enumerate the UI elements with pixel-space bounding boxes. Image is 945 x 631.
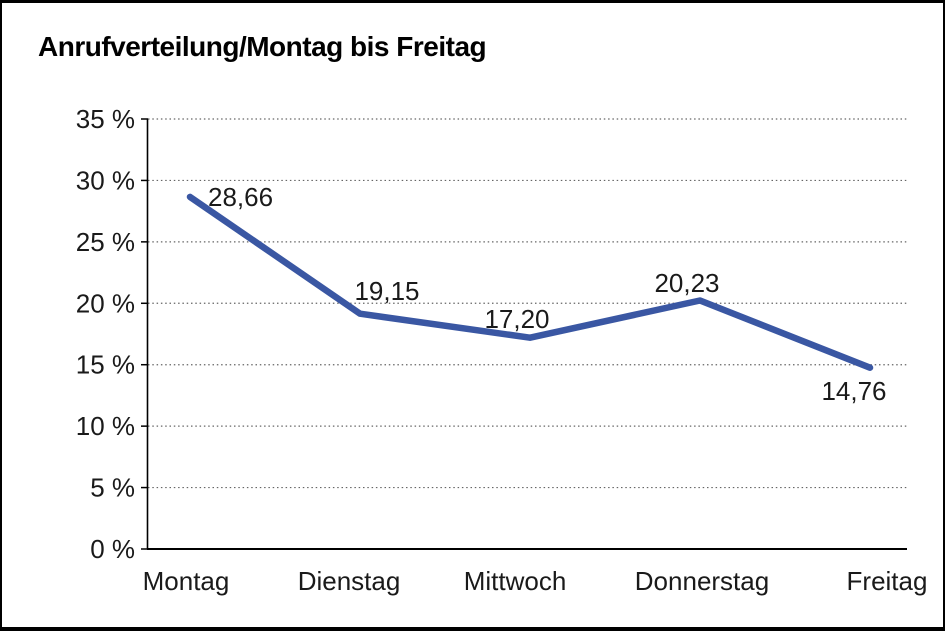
data-point-label: 14,76 — [821, 376, 886, 406]
y-tick-label: 25 % — [76, 227, 135, 257]
chart-title: Anrufverteilung/Montag bis Freitag — [38, 31, 487, 62]
data-point-label: 28,66 — [208, 182, 273, 212]
y-tick-label: 35 % — [76, 104, 135, 134]
call-distribution-line-chart: 0 % 5 % 10 % 15 % 20 % 25 % 30 % 35 % Montag Dien… — [76, 104, 928, 596]
data-series-line — [186, 193, 874, 371]
y-tick-label: 20 % — [76, 288, 135, 318]
data-point-label: 17,20 — [484, 304, 549, 334]
data-point-label: 19,15 — [354, 276, 419, 306]
y-tick-label: 5 % — [90, 473, 135, 503]
y-tick-label: 0 % — [90, 534, 135, 564]
x-category-label: Freitag — [847, 566, 928, 596]
x-category-label: Montag — [143, 566, 230, 596]
data-point-label: 20,23 — [654, 268, 719, 298]
y-tick-label: 30 % — [76, 165, 135, 195]
x-category-label: Donnerstag — [635, 566, 769, 596]
y-tick-label: 10 % — [76, 411, 135, 441]
y-tick-label: 15 % — [76, 350, 135, 380]
x-category-label: Dienstag — [298, 566, 401, 596]
x-category-label: Mittwoch — [464, 566, 567, 596]
